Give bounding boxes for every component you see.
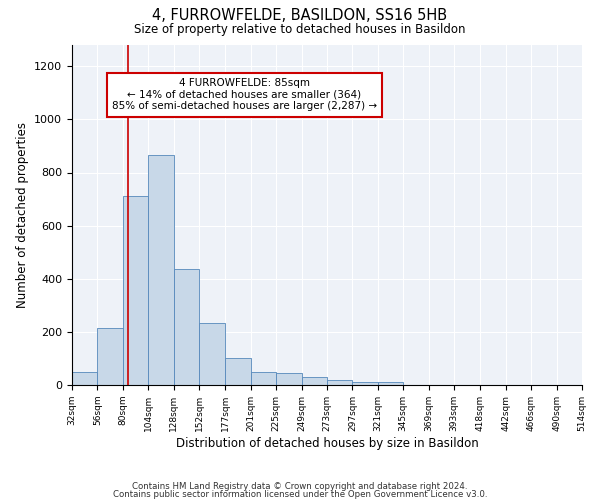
Bar [173,270,199,385]
Bar [302,377,327,385]
Bar [327,380,352,385]
Bar [148,155,173,385]
Text: 4, FURROWFELDE, BASILDON, SS16 5HB: 4, FURROWFELDE, BASILDON, SS16 5HB [152,8,448,22]
Text: Contains HM Land Registry data © Crown copyright and database right 2024.: Contains HM Land Registry data © Crown c… [132,482,468,491]
Bar [226,358,251,385]
Bar [199,324,226,385]
Text: Contains public sector information licensed under the Open Government Licence v3: Contains public sector information licen… [113,490,487,499]
Bar [251,372,276,385]
Text: 4 FURROWFELDE: 85sqm
← 14% of detached houses are smaller (364)
85% of semi-deta: 4 FURROWFELDE: 85sqm ← 14% of detached h… [112,78,377,112]
X-axis label: Distribution of detached houses by size in Basildon: Distribution of detached houses by size … [176,436,478,450]
Text: Size of property relative to detached houses in Basildon: Size of property relative to detached ho… [134,22,466,36]
Bar [352,382,378,385]
Bar [97,328,123,385]
Bar [72,372,97,385]
Y-axis label: Number of detached properties: Number of detached properties [16,122,29,308]
Bar [123,196,148,385]
Bar [378,382,403,385]
Bar [276,373,302,385]
